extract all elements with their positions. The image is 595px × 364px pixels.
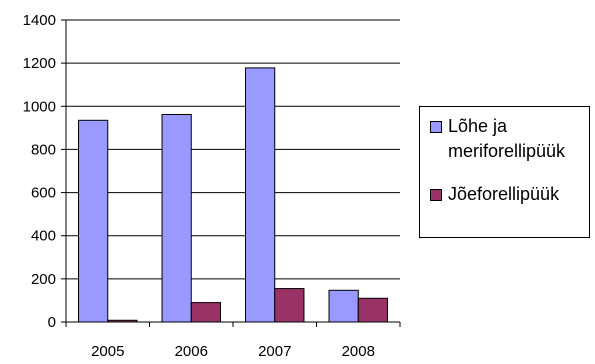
legend-swatch-salmon (430, 121, 442, 133)
bar (107, 319, 138, 323)
y-tick-label: 400 (31, 228, 56, 245)
y-tick-label: 200 (31, 271, 56, 288)
bar (190, 302, 221, 323)
legend-item-salmon: Lõhe ja meriforellipüük (430, 114, 588, 164)
bar (78, 119, 109, 323)
y-tick-label: 600 (31, 185, 56, 202)
legend-label-river-trout: Jõeforellipüük (448, 184, 560, 204)
legend-label-salmon: Lõhe ja meriforellipüük (448, 116, 566, 161)
tick-labels: 0 200 400 600 800 1000 1200 1400 2005 2006 2007 200… (23, 12, 375, 360)
legend-item-river-trout: Jõeforellipüük (430, 182, 588, 207)
bar (245, 67, 276, 323)
x-tick-label: 2008 (342, 343, 375, 360)
y-tick-label: 800 (31, 141, 56, 158)
x-tick-label: 2007 (258, 343, 291, 360)
x-tick-label: 2005 (91, 343, 124, 360)
bar (161, 113, 192, 323)
y-tick-label: 1000 (23, 98, 56, 115)
x-tick-label: 2006 (175, 343, 208, 360)
bar (328, 289, 359, 323)
bar (357, 297, 388, 323)
legend: Lõhe ja meriforellipüük Jõeforellipüük (419, 106, 590, 238)
bar (274, 288, 305, 323)
legend-swatch-river-trout (430, 189, 442, 201)
gridlines (66, 19, 400, 280)
bars (78, 67, 388, 323)
y-tick-label: 0 (48, 314, 56, 331)
axes (61, 19, 401, 327)
y-tick-label: 1400 (23, 12, 56, 29)
y-tick-label: 1200 (23, 55, 56, 72)
